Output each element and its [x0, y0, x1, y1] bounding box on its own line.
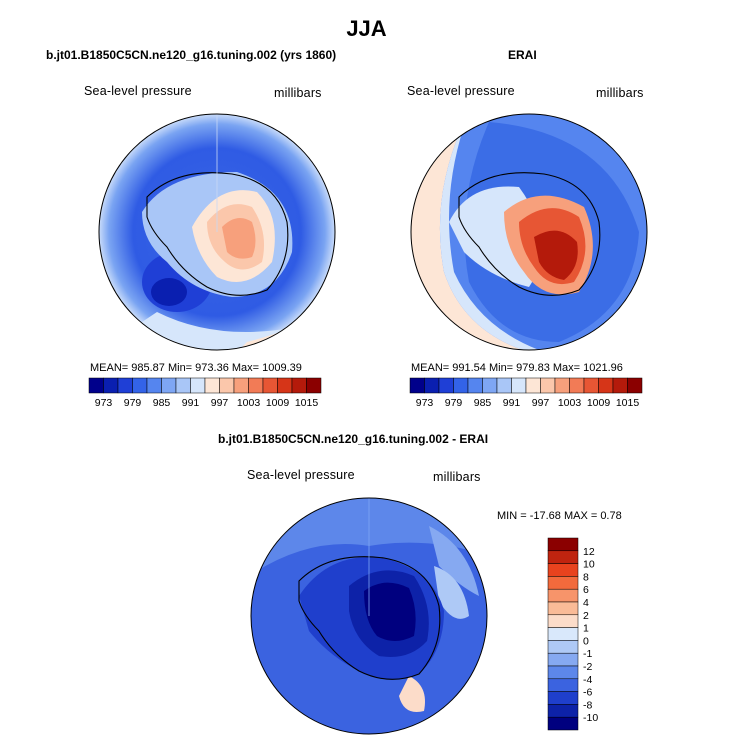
- diff-colorbar-tick-label: 8: [583, 571, 589, 583]
- obs-colorbar-swatch: [453, 377, 469, 394]
- model-units-label: millibars: [274, 86, 322, 100]
- diff-colorbar-swatch: [547, 614, 579, 628]
- diff-colorbar-swatch: [547, 704, 579, 718]
- figure-title: JJA: [346, 16, 387, 41]
- diff-colorbar-tick-label: 4: [583, 597, 589, 609]
- obs-colorbar-tick-label: 1015: [616, 397, 640, 409]
- obs-colorbar-swatch: [467, 377, 483, 394]
- model-colorbar-swatch: [262, 377, 278, 394]
- model-colorbar-tick-label: 1003: [237, 397, 261, 409]
- diff-colorbar-tick-label: 10: [583, 559, 595, 571]
- model-variable-label: Sea-level pressure: [84, 84, 192, 98]
- obs-colorbar-swatch: [496, 377, 512, 394]
- model-colorbar-swatch: [132, 377, 148, 394]
- model-colorbar-tick-label: 985: [153, 397, 171, 409]
- obs-colorbar-swatch: [612, 377, 628, 394]
- diff-colorbar-tick-label: -2: [583, 661, 592, 673]
- obs-stats: MEAN= 991.54 Min= 979.83 Max= 1021.96: [411, 362, 623, 374]
- model-colorbar-tick-label: 997: [211, 397, 229, 409]
- diff-colorbar-tick-label: 6: [583, 584, 589, 596]
- obs-colorbar-swatch: [511, 377, 527, 394]
- obs-colorbar-tick-label: 997: [532, 397, 550, 409]
- obs-colorbar-tick-label: 979: [445, 397, 463, 409]
- obs-variable-label: Sea-level pressure: [407, 84, 515, 98]
- obs-colorbar-swatch: [598, 377, 614, 394]
- obs-colorbar-tick-label: 973: [416, 397, 434, 409]
- diff-stats: MIN = -17.68 MAX = 0.78: [497, 510, 622, 522]
- model-colorbar-swatch: [277, 377, 293, 394]
- model-colorbar-swatch: [88, 377, 104, 394]
- obs-colorbar-swatch: [409, 377, 425, 394]
- obs-polar-map: [410, 113, 648, 351]
- diff-colorbar-swatch: [547, 563, 579, 577]
- diff-colorbar-swatch: [547, 601, 579, 616]
- diff-variable-label: Sea-level pressure: [247, 468, 355, 482]
- obs-colorbar-tick-label: 1009: [587, 397, 611, 409]
- obs-colorbar-swatch: [424, 377, 440, 394]
- diff-colorbar-tick-label: -10: [583, 712, 598, 724]
- diff-colorbar-tick-label: -1: [583, 648, 592, 660]
- diff-colorbar-swatch: [547, 588, 579, 603]
- model-polar-map: [98, 113, 336, 351]
- model-colorbar-swatch: [117, 377, 133, 394]
- diff-colorbar-swatch: [547, 550, 579, 564]
- diff-colorbar-swatch: [547, 678, 579, 692]
- model-colorbar-tick-label: 1009: [266, 397, 290, 409]
- diff-colorbar-swatch: [547, 537, 579, 552]
- diff-colorbar-tick-label: 2: [583, 610, 589, 622]
- model-colorbar-tick-label: 973: [95, 397, 113, 409]
- diff-colorbar-swatch: [547, 576, 579, 590]
- obs-colorbar-swatch: [554, 377, 570, 394]
- obs-colorbar: 973 979 985 991 997 1003 1009 1015: [409, 377, 643, 409]
- diff-colorbar-tick-label: -4: [583, 674, 592, 686]
- diff-colorbar-swatch: [547, 665, 579, 680]
- obs-colorbar-swatch: [627, 377, 643, 394]
- obs-colorbar-swatch: [438, 377, 454, 394]
- model-colorbar-swatch: [204, 377, 220, 394]
- diff-panel-title: b.jt01.B1850C5CN.ne120_g16.tuning.002 - …: [218, 432, 489, 446]
- obs-colorbar-swatch: [525, 377, 541, 394]
- model-colorbar-tick-label: 991: [182, 397, 200, 409]
- diff-colorbar-tick-label: -8: [583, 699, 592, 711]
- obs-colorbar-tick-label: 991: [503, 397, 521, 409]
- diff-colorbar-swatch: [547, 640, 579, 654]
- diff-colorbar-swatch: [547, 716, 579, 731]
- model-colorbar-swatch: [146, 377, 162, 394]
- model-colorbar-swatch: [233, 377, 249, 394]
- obs-colorbar-swatch: [569, 377, 585, 394]
- obs-units-label: millibars: [596, 86, 644, 100]
- model-colorbar-swatch: [161, 377, 177, 394]
- diff-polar-map: [250, 497, 488, 735]
- diff-colorbar-tick-label: 12: [583, 546, 595, 558]
- obs-colorbar-tick-label: 1003: [558, 397, 582, 409]
- diff-units-label: millibars: [433, 470, 481, 484]
- obs-panel-title: ERAI: [508, 48, 537, 62]
- diff-colorbar-swatch: [547, 627, 579, 641]
- model-colorbar-swatch: [175, 377, 191, 394]
- obs-colorbar-swatch: [482, 377, 498, 394]
- model-colorbar-swatch: [291, 377, 307, 394]
- diff-colorbar-swatch: [547, 691, 579, 705]
- model-colorbar-swatch: [103, 377, 119, 394]
- model-colorbar-swatch: [248, 377, 264, 394]
- model-colorbar-swatch: [190, 377, 206, 394]
- diff-colorbar-tick-label: -6: [583, 687, 592, 699]
- model-colorbar-swatch: [219, 377, 235, 394]
- model-colorbar: 973 979 985 991 997 1003 1009 1015: [88, 377, 322, 409]
- diff-colorbar-swatch: [547, 652, 579, 667]
- model-colorbar-tick-label: 979: [124, 397, 142, 409]
- model-colorbar-swatch: [306, 377, 322, 394]
- model-colorbar-tick-label: 1015: [295, 397, 319, 409]
- obs-colorbar-swatch: [583, 377, 599, 394]
- model-panel-title: b.jt01.B1850C5CN.ne120_g16.tuning.002 (y…: [46, 48, 337, 62]
- obs-colorbar-tick-label: 985: [474, 397, 492, 409]
- model-stats: MEAN= 985.87 Min= 973.36 Max= 1009.39: [90, 362, 302, 374]
- diff-colorbar-tick-label: 1: [583, 623, 589, 635]
- obs-colorbar-swatch: [540, 377, 556, 394]
- diff-colorbar-tick-label: 0: [583, 635, 589, 647]
